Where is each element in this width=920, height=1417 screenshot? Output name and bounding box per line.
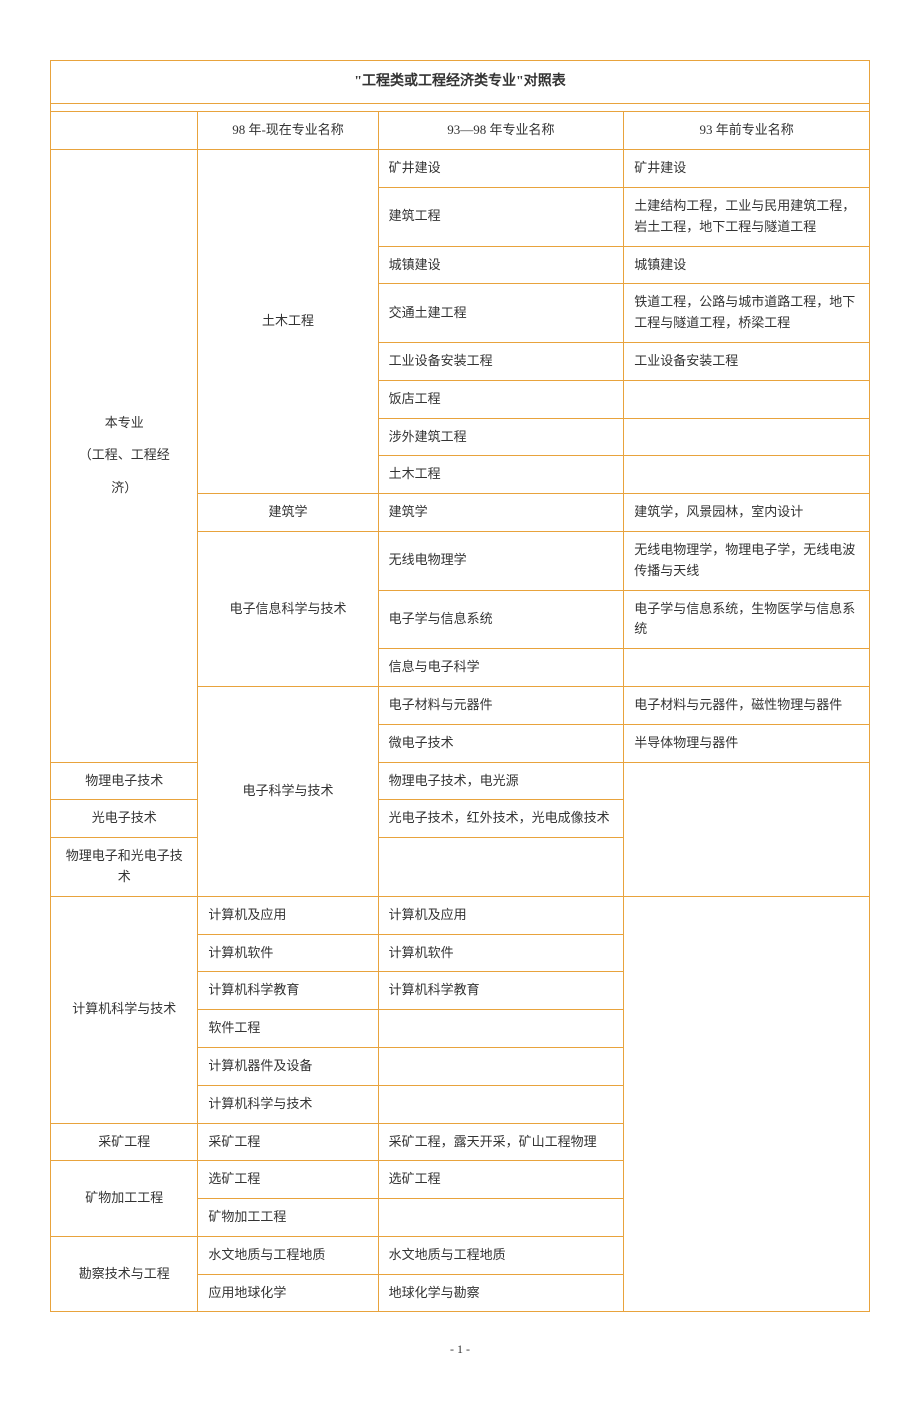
cell-c: 建筑学: [378, 494, 624, 532]
cell-c: 水文地质与工程地质: [378, 1236, 624, 1274]
cell-b: 计算机器件及设备: [198, 1047, 378, 1085]
cell-c: 电子材料与元器件: [378, 686, 624, 724]
cell-b: 计算机及应用: [198, 896, 378, 934]
cell-d: 土建结构工程，工业与民用建筑工程，岩土工程，地下工程与隧道工程: [624, 187, 870, 246]
cell-b: 选矿工程: [198, 1161, 378, 1199]
cell-c: [378, 1010, 624, 1048]
cell-c: 计算机及应用: [378, 896, 624, 934]
cell-d: 无线电物理学，物理电子学，无线电波传播与天线: [624, 531, 870, 590]
cell-d-merged-bottom: [624, 896, 870, 1312]
group-mining: 采矿工程: [51, 1123, 198, 1161]
cell-c: 无线电物理学: [378, 531, 624, 590]
sub-est: 电子科学与技术: [198, 686, 378, 896]
cell-b: 应用地球化学: [198, 1274, 378, 1312]
cell-c: 信息与电子科学: [378, 649, 624, 687]
cell-c: 微电子技术: [378, 724, 624, 762]
cell-d: 电子学与信息系统，生物医学与信息系统: [624, 590, 870, 649]
cell-c: 涉外建筑工程: [378, 418, 624, 456]
header-col-b: 98 年-现在专业名称: [198, 112, 378, 150]
page-number: - 1 -: [50, 1342, 870, 1357]
cell-c: 采矿工程，露天开采，矿山工程物理: [378, 1123, 624, 1161]
sub-eis: 电子信息科学与技术: [198, 531, 378, 686]
cell-c: 矿井建设: [378, 150, 624, 188]
table-row: 计算机科学与技术 计算机及应用 计算机及应用: [51, 896, 870, 934]
cell-d: 城镇建设: [624, 246, 870, 284]
cell-d: 矿井建设: [624, 150, 870, 188]
cell-c: 光电子技术，红外技术，光电成像技术: [378, 800, 624, 838]
cell-b: 软件工程: [198, 1010, 378, 1048]
cell-c: 城镇建设: [378, 246, 624, 284]
cell-c: 土木工程: [378, 456, 624, 494]
spacer-row: [51, 104, 870, 112]
header-col-c: 93—98 年专业名称: [378, 112, 624, 150]
table-title: "工程类或工程经济类专业"对照表: [51, 61, 870, 104]
cell-d: 电子材料与元器件，磁性物理与器件: [624, 686, 870, 724]
group-phys-opto: 物理电子和光电子技术: [51, 838, 198, 897]
cell-c: [378, 838, 624, 897]
group-mineral-proc: 矿物加工工程: [51, 1161, 198, 1237]
cell-c: 交通土建工程: [378, 284, 624, 343]
cell-b: 矿物加工工程: [198, 1199, 378, 1237]
cell-c: 物理电子技术，电光源: [378, 762, 624, 800]
sub-civil: 土木工程: [198, 150, 378, 494]
group-survey: 勘察技术与工程: [51, 1236, 198, 1312]
cell-d: [624, 418, 870, 456]
header-col-d: 93 年前专业名称: [624, 112, 870, 150]
comparison-table: "工程类或工程经济类专业"对照表 98 年-现在专业名称 93—98 年专业名称…: [50, 60, 870, 1312]
cell-c: 建筑工程: [378, 187, 624, 246]
cell-b: 计算机科学与技术: [198, 1085, 378, 1123]
cell-d: 建筑学，风景园林，室内设计: [624, 494, 870, 532]
cell-c: 计算机软件: [378, 934, 624, 972]
cell-c: 选矿工程: [378, 1161, 624, 1199]
cell-d-merged: [624, 762, 870, 896]
table-row: 本专业 （工程、工程经 济） 土木工程 矿井建设 矿井建设: [51, 150, 870, 188]
cell-d: 半导体物理与器件: [624, 724, 870, 762]
header-col-a: [51, 112, 198, 150]
cell-d: [624, 456, 870, 494]
cell-d: [624, 380, 870, 418]
group-cs: 计算机科学与技术: [51, 896, 198, 1123]
cell-c: 工业设备安装工程: [378, 342, 624, 380]
cell-c: 电子学与信息系统: [378, 590, 624, 649]
cell-d: 工业设备安装工程: [624, 342, 870, 380]
group-main: 本专业 （工程、工程经 济）: [51, 150, 198, 762]
table-row: 物理电子技术 物理电子技术，电光源: [51, 762, 870, 800]
cell-c: [378, 1085, 624, 1123]
cell-c: 地球化学与勘察: [378, 1274, 624, 1312]
cell-d: 铁道工程，公路与城市道路工程，地下工程与隧道工程，桥梁工程: [624, 284, 870, 343]
cell-b: 采矿工程: [198, 1123, 378, 1161]
group-phys-elec: 物理电子技术: [51, 762, 198, 800]
cell-c: 饭店工程: [378, 380, 624, 418]
cell-b: 水文地质与工程地质: [198, 1236, 378, 1274]
cell-c: 计算机科学教育: [378, 972, 624, 1010]
title-row: "工程类或工程经济类专业"对照表: [51, 61, 870, 104]
group-opto-elec: 光电子技术: [51, 800, 198, 838]
cell-d: [624, 649, 870, 687]
cell-b: 计算机软件: [198, 934, 378, 972]
sub-arch: 建筑学: [198, 494, 378, 532]
header-row: 98 年-现在专业名称 93—98 年专业名称 93 年前专业名称: [51, 112, 870, 150]
cell-c: [378, 1199, 624, 1237]
cell-c: [378, 1047, 624, 1085]
cell-b: 计算机科学教育: [198, 972, 378, 1010]
